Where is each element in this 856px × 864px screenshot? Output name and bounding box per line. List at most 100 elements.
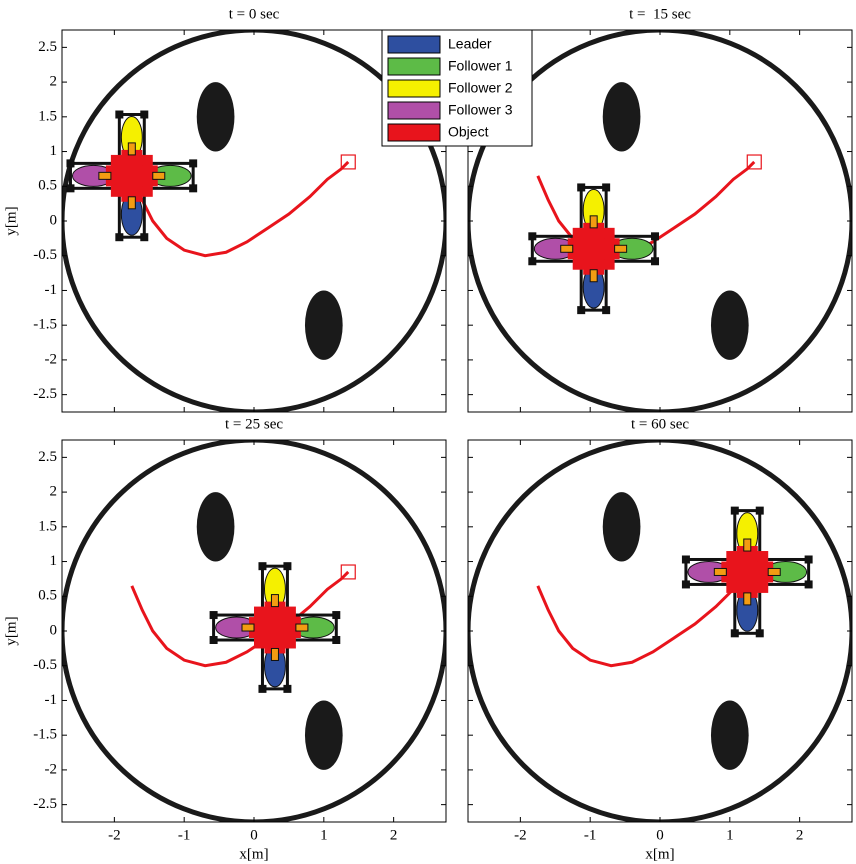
formation <box>209 562 341 693</box>
plot-area <box>468 30 852 412</box>
y-tick-label: 1.5 <box>38 518 57 534</box>
wheel <box>140 233 149 242</box>
x-tick-label: -2 <box>108 827 121 843</box>
wheel <box>140 110 149 119</box>
wheel <box>681 580 690 589</box>
y-tick-label: 2.5 <box>38 449 57 465</box>
wheel <box>209 636 218 644</box>
wheel <box>66 159 75 168</box>
wheel <box>651 257 660 266</box>
object-arm <box>264 601 286 654</box>
x-tick-label: 1 <box>320 827 328 843</box>
panel-title: t = 15 sec <box>629 6 691 22</box>
wheel <box>730 629 739 638</box>
wheel <box>528 232 537 241</box>
gripper <box>270 647 279 661</box>
x-tick-label: 2 <box>390 827 398 843</box>
y-tick-label: -2.5 <box>33 386 57 402</box>
legend-swatch <box>387 35 441 54</box>
y-tick-label: 2 <box>50 484 58 500</box>
wheel <box>602 183 611 192</box>
obstacle <box>710 290 749 360</box>
formation <box>681 506 813 638</box>
y-tick-label: -1 <box>45 692 58 708</box>
wheel <box>332 636 341 644</box>
legend-label: Follower 1 <box>448 58 513 74</box>
wheel <box>681 555 690 564</box>
gripper <box>589 215 598 229</box>
legend: Leader Follower 1 Follower 2 Follower 3 Obje… <box>381 29 533 147</box>
x-tick-label: -1 <box>584 827 597 843</box>
gripper <box>127 196 136 210</box>
x-tick-label: 2 <box>796 827 804 843</box>
obstacle <box>602 492 641 562</box>
obstacle <box>196 492 235 562</box>
wheel <box>804 580 813 589</box>
panel-title: t = 60 sec <box>631 416 689 432</box>
y-tick-label: -2 <box>45 761 58 777</box>
y-tick-label: 0.5 <box>38 588 57 604</box>
gripper <box>295 623 309 632</box>
gripper <box>713 567 727 576</box>
wheel <box>577 183 586 192</box>
y-tick-label: 1 <box>50 553 58 569</box>
wheel <box>115 233 124 242</box>
y-tick-label: -0.5 <box>33 657 57 673</box>
legend-swatch <box>387 57 441 76</box>
y-tick-label: 1.5 <box>38 108 57 124</box>
obstacle <box>710 700 749 770</box>
x-tick-label: 1 <box>726 827 734 843</box>
wheel <box>66 184 75 193</box>
wheel <box>283 684 292 693</box>
wheel <box>189 159 198 168</box>
wheel <box>730 506 739 515</box>
wheel <box>209 611 218 620</box>
wheel <box>332 611 341 620</box>
wheel <box>258 684 267 693</box>
y-tick-label: 2 <box>50 74 58 90</box>
wheel <box>651 232 660 241</box>
x-axis-label: x[m] <box>645 846 674 862</box>
y-tick-label: -1.5 <box>33 727 57 743</box>
axes-bg <box>468 440 852 822</box>
object-path <box>130 570 350 668</box>
y-tick-label: 1 <box>50 143 58 159</box>
wheel <box>755 506 764 515</box>
plot-area <box>468 440 852 822</box>
y-axis-label: y[m] <box>3 616 19 645</box>
panel: -2 -1 0 1 2 -2.5 -2 -1.5 -1 -0.5 0 0.5 1 1.5 2 2.5 t = 2… <box>3 416 447 862</box>
x-axis-label: x[m] <box>239 846 268 862</box>
legend-swatch <box>387 101 441 120</box>
y-axis-label: y[m] <box>3 206 19 235</box>
y-tick-label: -2 <box>45 351 58 367</box>
gripper <box>152 171 166 180</box>
panel: -2.5 -2 -1.5 -1 -0.5 0 0.5 1 1.5 2 2.5 t = 0 sec y[m… <box>3 6 447 413</box>
wheel <box>577 306 586 315</box>
obstacle <box>196 82 235 152</box>
gripper <box>743 592 752 606</box>
obstacle <box>602 82 641 152</box>
y-tick-label: 0 <box>50 622 58 638</box>
gripper <box>614 244 628 253</box>
y-tick-label: 2.5 <box>38 39 57 55</box>
wheel <box>804 555 813 564</box>
wheel <box>189 184 198 193</box>
legend-label: Object <box>448 124 489 140</box>
y-tick-label: -2.5 <box>33 796 57 812</box>
wheel <box>258 562 267 571</box>
gripper <box>241 623 255 632</box>
object-path <box>130 160 350 258</box>
panel-title: t = 0 sec <box>229 6 280 22</box>
plot-area <box>62 30 446 412</box>
gripper <box>560 244 574 253</box>
legend-label: Follower 3 <box>448 102 513 118</box>
wheel <box>283 562 292 571</box>
object-arm <box>583 222 605 275</box>
object-arm <box>121 149 143 202</box>
y-tick-label: 0.5 <box>38 178 57 194</box>
formation <box>528 183 660 315</box>
x-tick-label: 0 <box>656 827 664 843</box>
gripper <box>270 594 279 608</box>
legend-label: Follower 2 <box>448 80 513 96</box>
y-tick-label: 0 <box>50 212 58 228</box>
